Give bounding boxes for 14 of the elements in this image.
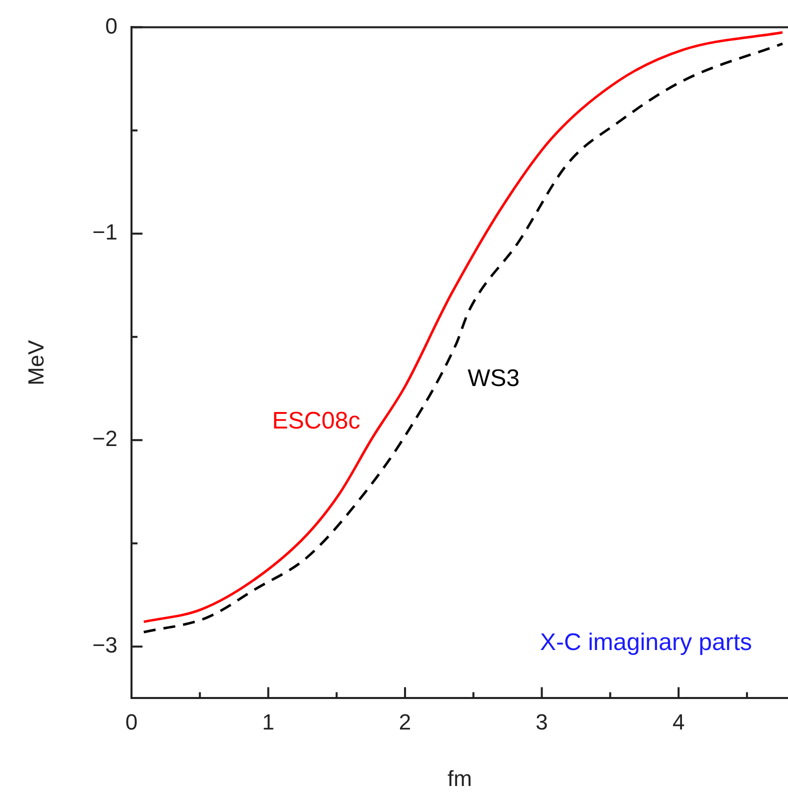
x-tick-label: 3	[536, 709, 548, 734]
x-tick-label: 4	[672, 709, 685, 734]
series-label: ESC08c	[272, 408, 360, 435]
x-tick-label: 1	[262, 709, 274, 734]
x-axis-title: fm	[448, 766, 472, 791]
x-tick-label: 0	[125, 709, 138, 734]
series-label: WS3	[468, 364, 520, 392]
annotation: X-C imaginary parts	[540, 628, 752, 656]
y-axis-title: MeV	[23, 340, 48, 386]
y-tick-label: 0	[105, 13, 118, 38]
y-tick-label: −3	[92, 632, 118, 658]
y-tick-label: −1	[92, 220, 118, 245]
y-tick-label: −2	[92, 426, 118, 452]
x-tick-label: 2	[398, 709, 412, 734]
